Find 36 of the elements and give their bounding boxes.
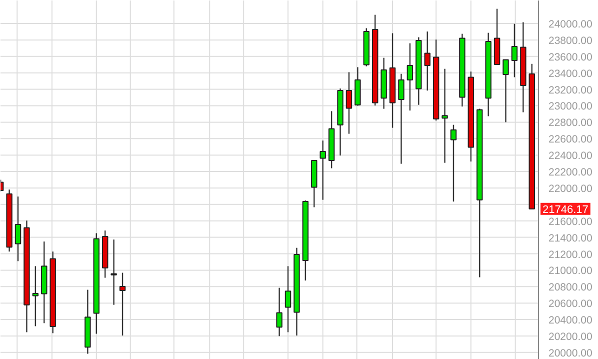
candlestick: [119, 272, 126, 336]
y-tick-label: 21600.00: [548, 216, 592, 228]
candlestick: [110, 238, 117, 306]
y-tick-label: 23400.00: [548, 68, 592, 80]
candlestick: [511, 23, 518, 78]
y-tick-label: 21200.00: [548, 248, 592, 261]
candlestick: [284, 266, 292, 333]
candlestick: [320, 140, 326, 200]
candlestick: [442, 68, 448, 164]
y-tick-label: 23800.00: [548, 34, 592, 47]
candlestick: [14, 196, 22, 262]
y-tick-label: 22000.00: [548, 182, 592, 195]
y-tick-label: 22200.00: [548, 166, 592, 179]
y-tick-label: 20200.00: [548, 330, 592, 343]
candlestick: [32, 266, 39, 327]
candlestick: [424, 30, 430, 92]
candlestick: [450, 124, 457, 202]
candlestick: [276, 287, 282, 337]
y-tick-label: 22400.00: [548, 150, 592, 162]
y-tick-label: 20000.00: [548, 347, 592, 359]
y-tick-label: 22600.00: [548, 134, 592, 146]
text: 21746.17: [542, 204, 588, 216]
y-tick-label: 23000.00: [548, 100, 592, 113]
y-tick-label: 21400.00: [548, 232, 592, 244]
candlestick: [406, 42, 414, 112]
y-tick-label: 20600.00: [548, 298, 592, 310]
y-tick-label: 24000.00: [548, 18, 592, 31]
y-tick-label: 23600.00: [548, 51, 592, 64]
candlestick: [346, 72, 352, 134]
y-tick-label: 20400.00: [548, 314, 592, 327]
candlestick: [502, 59, 509, 123]
y-tick-label: 20800.00: [548, 282, 592, 294]
candlestick: [398, 73, 404, 164]
y-tick-label: 22800.00: [548, 117, 592, 130]
y-tick-label: 21000.00: [548, 265, 592, 278]
y-tick-label: 23200.00: [548, 84, 592, 96]
